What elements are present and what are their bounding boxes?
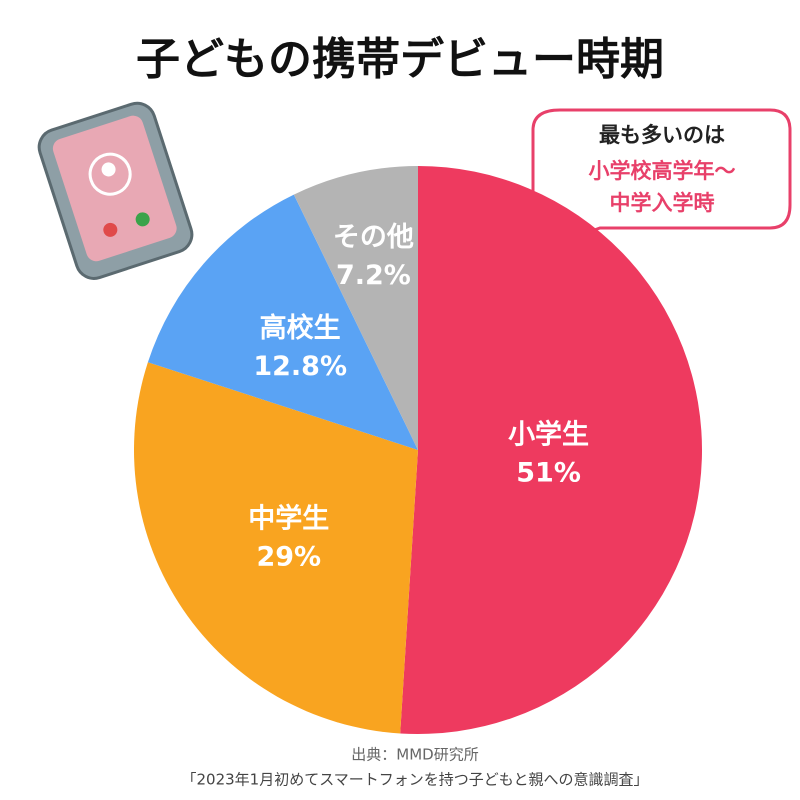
pie: 小学生 51% 中学生 29% 高校生 12.8% その他 7.2% — [133, 166, 703, 734]
source: 出典：MMD研究所 — [351, 746, 478, 764]
callout-highlight: 小学校高学年〜 — [589, 159, 736, 183]
phone-illustration — [37, 101, 194, 280]
slice-category-label: 中学生 — [248, 502, 329, 534]
pie-slice — [293, 166, 418, 450]
slice-category-label: 小学生 — [508, 419, 589, 451]
slice-value-label: 51% — [516, 458, 581, 489]
pie-slice — [147, 194, 418, 450]
callout-highlight: 中学入学時 — [610, 191, 715, 215]
pie-slice — [400, 166, 703, 734]
slice-category-label: その他 — [333, 222, 414, 253]
callout-lead: 最も多いのは — [599, 123, 725, 147]
slice-value-label: 7.2% — [336, 260, 411, 291]
slice-category-label: 高校生 — [260, 312, 341, 344]
pie-slice — [133, 362, 418, 734]
slice-value-label: 29% — [256, 541, 321, 572]
chart-title: 子どもの携帯デビュー時期 — [136, 34, 664, 85]
slice-value-label: 12.8% — [253, 351, 347, 382]
source: 「2023年1月初めてスマートフォンを持つ子どもと親への意識調査」 — [182, 771, 649, 789]
